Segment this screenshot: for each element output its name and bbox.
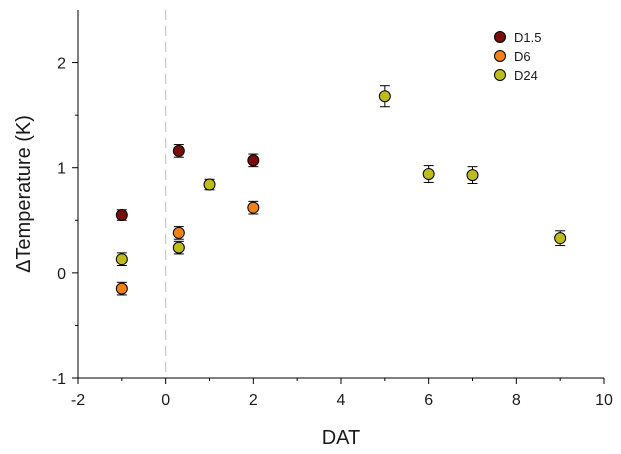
x-tick-label: 10 [595,392,613,409]
data-point [247,154,260,167]
series-d6 [115,200,260,296]
data-point [115,282,128,295]
legend-label: D1.5 [514,30,541,45]
series-d1-5 [115,144,260,222]
data-point [115,209,128,222]
x-tick-label: -2 [71,392,85,409]
data-series [115,85,567,296]
x-tick-label: 6 [424,392,433,409]
x-tick-label: 2 [249,392,258,409]
legend-label: D6 [514,49,531,64]
x-tick-label: 0 [161,392,170,409]
axis-ticks: -2 0 2 4 6 8 10 -1 0 1 2 [52,56,613,409]
data-point [172,241,185,254]
data-point [378,90,391,103]
data-point [422,168,435,181]
y-tick-label: 0 [57,266,66,283]
y-tick-label: -1 [52,371,66,388]
legend-marker [494,69,506,81]
data-point [554,232,567,245]
data-point [172,144,185,157]
data-point [247,201,260,214]
x-tick-label: 4 [337,392,346,409]
x-axis-title: DAT [322,427,361,449]
data-point [203,178,216,191]
legend-label: D24 [514,68,538,83]
axes [77,10,604,379]
data-point [466,169,479,182]
x-tick-label: 8 [512,392,521,409]
y-tick-label: 1 [57,161,66,178]
data-point [172,226,185,239]
legend-marker [494,50,506,62]
series-d24 [115,85,567,266]
legend-marker [494,31,506,43]
legend: D1.5 D6 D24 [494,30,541,83]
y-tick-label: 2 [57,56,66,73]
y-axis-title: ΔTemperature (K) [13,115,35,273]
data-point [115,253,128,266]
